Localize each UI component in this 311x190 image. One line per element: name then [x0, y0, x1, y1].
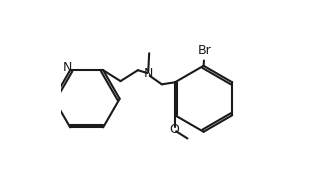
Text: N: N	[63, 61, 72, 74]
Text: N: N	[144, 67, 153, 80]
Text: O: O	[170, 123, 179, 136]
Text: Br: Br	[197, 44, 211, 57]
